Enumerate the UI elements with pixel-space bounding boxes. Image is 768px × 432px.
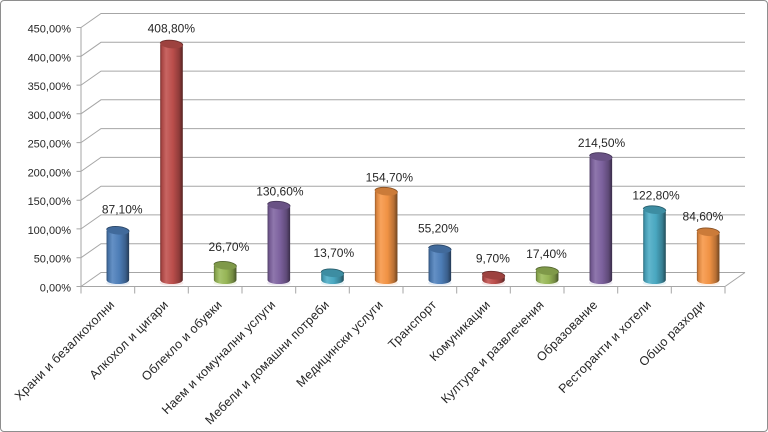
svg-text:154,70%: 154,70% [366,170,414,184]
svg-text:122,80%: 122,80% [632,188,680,202]
svg-text:26,70%: 26,70% [209,240,250,254]
svg-text:214,50%: 214,50% [578,136,626,150]
svg-text:250,00%: 250,00% [28,139,72,151]
svg-text:100,00%: 100,00% [28,225,72,237]
svg-text:84,60%: 84,60% [683,210,724,224]
svg-text:13,70%: 13,70% [313,246,354,260]
svg-text:400,00%: 400,00% [28,52,72,64]
svg-text:350,00%: 350,00% [28,81,72,93]
svg-text:0,00%: 0,00% [40,283,71,295]
svg-text:9,70%: 9,70% [476,252,510,266]
svg-text:87,10%: 87,10% [102,202,143,216]
svg-text:300,00%: 300,00% [28,110,72,122]
svg-text:130,60%: 130,60% [256,185,304,199]
svg-text:55,20%: 55,20% [418,222,459,236]
svg-text:17,40%: 17,40% [526,247,567,261]
svg-text:200,00%: 200,00% [28,167,72,179]
svg-text:50,00%: 50,00% [34,254,72,266]
svg-text:150,00%: 150,00% [28,196,72,208]
svg-text:450,00%: 450,00% [28,24,72,36]
svg-text:408,80%: 408,80% [148,21,196,35]
